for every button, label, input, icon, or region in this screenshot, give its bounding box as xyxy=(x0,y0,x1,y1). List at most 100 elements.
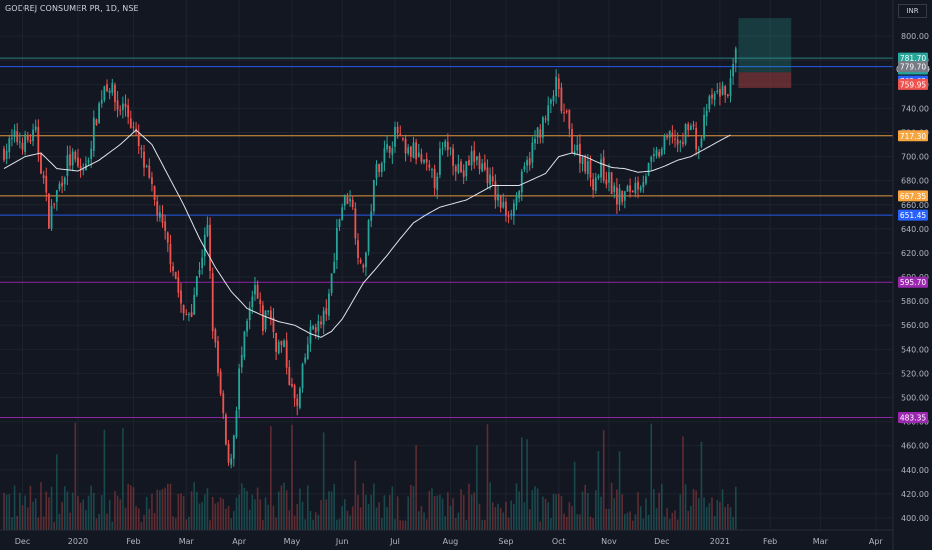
candle-body xyxy=(48,193,50,229)
candle-body xyxy=(515,196,518,206)
candle-body xyxy=(623,191,626,201)
y-tick-label: 620.00 xyxy=(901,249,929,258)
volume-bar xyxy=(729,507,732,530)
x-tick-label: Apr xyxy=(869,537,884,546)
y-tick-label: 420.00 xyxy=(901,490,929,499)
volume-bar xyxy=(602,430,605,530)
volume-bar xyxy=(193,482,196,530)
candle-body xyxy=(40,153,42,174)
candle-body xyxy=(314,327,317,333)
price-tag-label: 483.35 xyxy=(900,414,926,423)
candlesticks xyxy=(3,46,737,469)
volume-bar xyxy=(346,510,349,530)
candle-body xyxy=(172,266,174,271)
volume-bar xyxy=(436,495,439,530)
candle-body xyxy=(695,127,698,150)
candle-body xyxy=(240,354,243,368)
volume-bar xyxy=(211,496,214,530)
candle-body xyxy=(523,166,526,170)
price-tag xyxy=(898,209,928,221)
volume-bar xyxy=(557,493,560,530)
volume-bar xyxy=(317,514,320,530)
currency-badge[interactable]: INR xyxy=(898,4,927,18)
volume-bar xyxy=(439,494,441,530)
volume-bar xyxy=(285,490,288,530)
candle-body xyxy=(32,129,34,142)
candle-body xyxy=(71,151,74,166)
volume-bar xyxy=(600,496,602,530)
candle-body xyxy=(259,299,262,305)
volume-bar xyxy=(597,450,600,530)
candle-body xyxy=(119,110,122,112)
volume-bar xyxy=(571,506,573,530)
candle-body xyxy=(423,160,425,163)
candle-body xyxy=(491,176,494,182)
volume-bar xyxy=(135,506,137,530)
candle-body xyxy=(431,168,433,170)
candle-body xyxy=(45,176,48,193)
volume-bar xyxy=(502,512,505,530)
candle-body xyxy=(576,144,579,151)
volume-bar xyxy=(301,501,304,530)
candle-body xyxy=(206,224,209,236)
volume-bar xyxy=(103,429,106,530)
candle-body xyxy=(692,124,695,127)
y-tick-label: 580.00 xyxy=(901,297,929,306)
volume-bar xyxy=(309,510,312,530)
volume-bar xyxy=(724,506,727,530)
volume-bar xyxy=(518,491,520,530)
volume-bar xyxy=(531,490,534,530)
candle-body xyxy=(705,110,708,117)
volume-bar xyxy=(470,494,473,530)
volume-bar xyxy=(275,517,277,530)
candle-body xyxy=(531,142,534,163)
volume-bar xyxy=(568,502,571,530)
y-tick-label: 680.00 xyxy=(901,177,929,186)
candle-body xyxy=(61,182,64,187)
candle-body xyxy=(182,305,185,314)
volume-bar xyxy=(320,499,322,530)
candle-body xyxy=(462,170,465,178)
candle-body xyxy=(428,164,431,168)
volume-bar xyxy=(515,483,518,530)
volume-bar xyxy=(560,496,563,530)
candle-body xyxy=(396,126,399,134)
volume-bar xyxy=(542,496,544,530)
volume-bar xyxy=(262,520,264,530)
candle-body xyxy=(629,185,632,192)
candle-body xyxy=(650,156,653,162)
volume-bar xyxy=(547,502,550,530)
volume-bar xyxy=(727,503,729,530)
volume-bar xyxy=(457,512,460,530)
price-tag-label: 717.30 xyxy=(900,132,926,141)
volume-bar xyxy=(330,491,333,530)
volume-bar xyxy=(592,518,594,530)
candle-body xyxy=(288,367,291,385)
candle-body xyxy=(711,94,713,99)
volume-bar xyxy=(206,488,209,530)
candle-body xyxy=(386,144,388,149)
volume-bar xyxy=(650,423,653,530)
volume-bar xyxy=(666,508,668,530)
volume-bar xyxy=(589,516,592,530)
candle-body xyxy=(217,341,219,373)
candle-body xyxy=(481,163,484,172)
candle-body xyxy=(357,240,359,258)
volume-bar xyxy=(190,491,193,530)
volume-bar xyxy=(499,507,502,530)
candle-body xyxy=(441,148,444,150)
volume-bar xyxy=(462,495,465,530)
candle-body xyxy=(547,105,550,121)
volume-bar xyxy=(156,489,159,530)
price-tag xyxy=(898,61,928,73)
volume-bar xyxy=(264,497,267,530)
candle-body xyxy=(602,157,605,181)
volume-bar xyxy=(365,495,367,530)
candle-body xyxy=(520,171,523,193)
x-tick-label: Jul xyxy=(389,537,400,546)
volume-bar xyxy=(288,510,291,530)
candle-body xyxy=(489,174,491,185)
candle-body xyxy=(29,139,32,142)
volume-bar xyxy=(697,498,700,530)
